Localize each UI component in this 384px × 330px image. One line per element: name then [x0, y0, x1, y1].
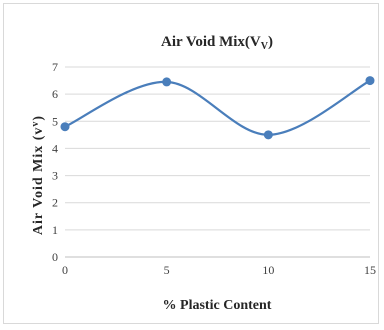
x-tick-label: 0: [62, 263, 68, 277]
chart-title: Air Void Mix(VV): [161, 34, 273, 52]
x-tick-labels: 0 5 10 15: [62, 263, 376, 277]
gridlines: [65, 66, 370, 258]
y-tick-label: 7: [52, 60, 58, 74]
x-tick-label: 5: [164, 263, 170, 277]
chart-frame: [3, 3, 379, 324]
y-tick-label: 0: [52, 250, 58, 264]
y-tick-label: 4: [52, 141, 58, 155]
x-tick-label: 10: [262, 263, 274, 277]
y-tick-labels: 0 1 2 3 4 5 6 7: [52, 60, 58, 264]
y-tick-label: 2: [52, 196, 58, 210]
series-line-0: [64, 79, 371, 136]
data-point: [162, 77, 172, 87]
y-tick-label: 5: [52, 114, 58, 128]
y-tick-label: 6: [52, 87, 58, 101]
x-tick-label: 15: [364, 263, 376, 277]
x-axis-title: % Plastic Content: [163, 298, 272, 313]
data-point: [263, 130, 273, 140]
data-point: [60, 122, 70, 132]
y-tick-label: 1: [52, 223, 58, 237]
y-axis-title: Air Void Mix (vv): [30, 115, 46, 235]
y-tick-label: 3: [52, 169, 58, 183]
data-point: [365, 76, 375, 86]
series-layer: [60, 76, 375, 140]
